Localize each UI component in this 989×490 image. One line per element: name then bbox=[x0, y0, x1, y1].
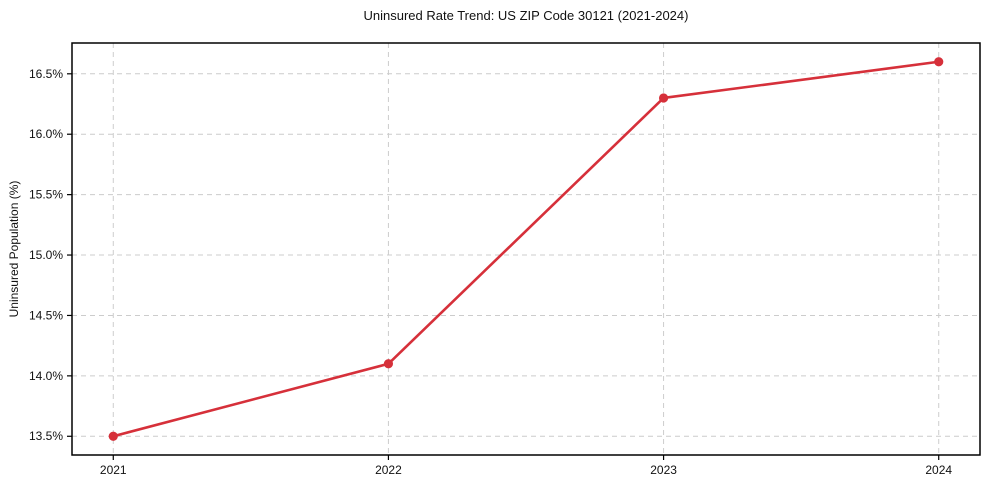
y-tick-label: 14.5% bbox=[29, 308, 63, 322]
trend-line bbox=[111, 60, 941, 438]
data-point bbox=[934, 57, 944, 67]
x-tick-label: 2024 bbox=[925, 463, 952, 477]
chart-title: Uninsured Rate Trend: US ZIP Code 30121 … bbox=[363, 8, 689, 23]
y-tick-label: 15.5% bbox=[29, 188, 63, 202]
data-point bbox=[383, 359, 394, 369]
x-tick-label: 2023 bbox=[650, 463, 677, 477]
y-tick-label: 16.0% bbox=[29, 127, 63, 141]
x-tick-label: 2022 bbox=[375, 463, 402, 477]
data-point bbox=[108, 431, 118, 441]
x-tick-label: 2021 bbox=[100, 463, 127, 477]
data-point bbox=[658, 93, 669, 103]
y-tick-label: 13.5% bbox=[29, 429, 63, 443]
plot-border bbox=[71, 42, 981, 456]
y-tick-label: 15.0% bbox=[29, 248, 63, 262]
y-tick-label: 14.0% bbox=[29, 369, 63, 383]
y-tick-label: 16.5% bbox=[29, 67, 63, 81]
